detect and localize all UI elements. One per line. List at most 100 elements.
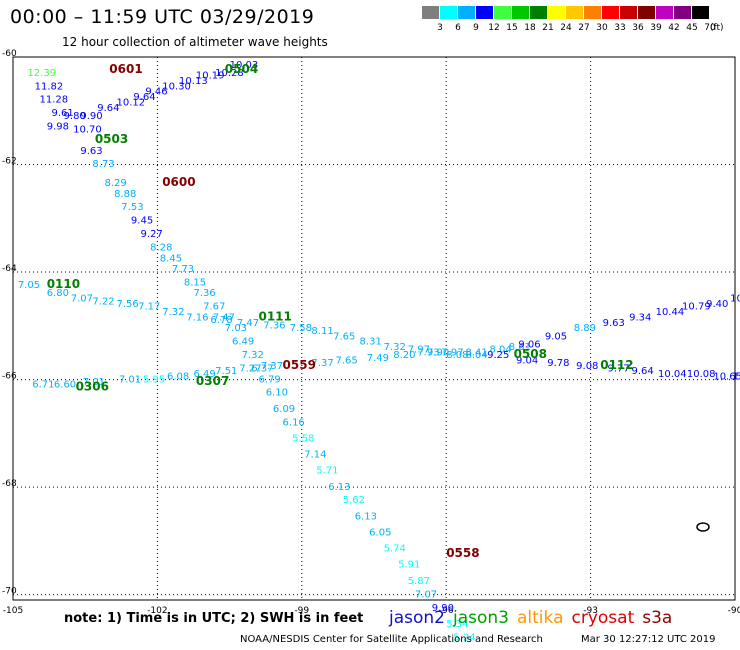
swh-value-label: 8.20 bbox=[393, 350, 415, 361]
swh-value-label: 9.90 bbox=[80, 111, 102, 122]
colorbar-swatch bbox=[494, 6, 511, 19]
swh-value-label: 7.27 bbox=[239, 364, 261, 375]
swh-value-label: 7.07 bbox=[415, 589, 437, 600]
colorbar-swatch bbox=[566, 6, 583, 19]
swh-value-label: 7.73 bbox=[172, 264, 194, 275]
swh-value-label: 7.22 bbox=[92, 296, 114, 307]
swh-value-label: 6.37 bbox=[251, 364, 273, 375]
swh-value-label: 9.05 bbox=[545, 331, 567, 342]
time-label: 0110 bbox=[47, 277, 80, 291]
swh-value-label: 8.31 bbox=[360, 337, 382, 348]
swh-value-label: 9.08 bbox=[576, 361, 598, 372]
colorbar-tick: 33 bbox=[614, 23, 626, 33]
swh-value-label: 7.97 bbox=[408, 345, 430, 356]
swh-value-label: 7.16 bbox=[186, 312, 208, 323]
swh-value-label: 10.30 bbox=[730, 294, 740, 305]
satellite-legend-item: s3a bbox=[642, 608, 673, 628]
colorbar-swatch bbox=[584, 6, 601, 19]
x-tick-label: -93 bbox=[583, 606, 598, 616]
colorbar-swatch bbox=[674, 6, 691, 19]
colorbar-swatch bbox=[620, 6, 637, 19]
colorbar-tick: 24 bbox=[560, 23, 572, 33]
swh-value-label: 6.10 bbox=[266, 388, 288, 399]
swh-value-label: 5.58 bbox=[292, 433, 314, 444]
colorbar-swatch bbox=[656, 6, 673, 19]
swh-value-label: 10.03 bbox=[230, 60, 259, 71]
satellite-legend-item: altika bbox=[517, 608, 564, 628]
ice-contour bbox=[696, 522, 710, 532]
swh-value-label: 8.73 bbox=[92, 159, 114, 170]
colorbar-tick: 30 bbox=[596, 23, 608, 33]
swh-value-label: 7.01 bbox=[83, 377, 105, 388]
swh-value-label: 11.82 bbox=[35, 81, 64, 92]
time-label: 0503 bbox=[95, 132, 128, 146]
colorbar-swatch bbox=[440, 6, 457, 19]
chart-title: 00:00 – 11:59 UTC 03/29/2019 bbox=[10, 6, 315, 28]
time-label: 0558 bbox=[446, 546, 479, 560]
colorbar-swatch bbox=[638, 6, 655, 19]
y-tick-label: -64 bbox=[2, 264, 17, 274]
swh-value-label: 7.36 bbox=[194, 288, 216, 299]
swh-value-label: 7.65 bbox=[333, 331, 355, 342]
x-tick-label: -99 bbox=[294, 606, 309, 616]
colorbar-tick: 39 bbox=[650, 23, 662, 33]
swh-value-label: 8.89 bbox=[574, 323, 596, 334]
time-label: 0508 bbox=[514, 347, 547, 361]
satellite-legend: jason2 jason3 altika cryosat s3a bbox=[389, 608, 680, 628]
colorbar-unit: (ft) bbox=[710, 23, 724, 33]
swh-value-label: 9.25 bbox=[487, 350, 509, 361]
swh-value-label: 7.51 bbox=[215, 366, 237, 377]
swh-value-label: 9.34 bbox=[629, 312, 651, 323]
swh-value-label: 8.88 bbox=[114, 189, 136, 200]
swh-value-label: 9.27 bbox=[141, 229, 163, 240]
swh-value-label: 6.08 bbox=[167, 372, 189, 383]
swh-value-label: 9.61 bbox=[52, 108, 74, 119]
y-tick-label: -60 bbox=[2, 49, 17, 59]
swh-value-label: 10.04 bbox=[658, 369, 687, 380]
swh-value-label: 8.45 bbox=[160, 253, 182, 264]
colorbar-tick: 42 bbox=[668, 23, 680, 33]
swh-value-label: 10.30 bbox=[162, 81, 191, 92]
colorbar-tick: 6 bbox=[455, 23, 461, 33]
y-tick-label: -68 bbox=[2, 479, 17, 489]
credit-line: NOAA/NESDIS Center for Satellite Applica… bbox=[240, 634, 543, 645]
swh-value-label: 7.36 bbox=[263, 321, 285, 332]
swh-value-label: 5.71 bbox=[316, 466, 338, 477]
swh-value-label: 6.13 bbox=[355, 511, 377, 522]
swh-value-label: 7.37 bbox=[261, 361, 283, 372]
swh-value-label: 6.09 bbox=[273, 404, 295, 415]
swh-value-label: 7.32 bbox=[242, 350, 264, 361]
swh-value-label: 10.12 bbox=[116, 97, 145, 108]
swh-value-label: 7.56 bbox=[116, 299, 138, 310]
colorbar-tick: 21 bbox=[542, 23, 554, 33]
swh-value-label: 6.16 bbox=[283, 417, 305, 428]
colorbar-tick: 3 bbox=[437, 23, 443, 33]
colorbar-swatch bbox=[692, 6, 709, 19]
swh-value-label: 8.04 bbox=[490, 345, 512, 356]
time-label: 0504 bbox=[225, 62, 258, 76]
colorbar-swatch bbox=[458, 6, 475, 19]
colorbar-swatch bbox=[548, 6, 565, 19]
swh-value-label: 10.08 bbox=[687, 369, 716, 380]
swh-value-label: 10.44 bbox=[656, 307, 685, 318]
swh-value-label: 9.63 bbox=[80, 146, 102, 157]
swh-value-label: 7.03 bbox=[225, 323, 247, 334]
swh-value-label: 10.13 bbox=[179, 76, 208, 87]
satellite-legend-item: jason2 bbox=[389, 608, 445, 628]
satellite-legend-item: jason3 bbox=[453, 608, 509, 628]
colorbar-tick: 12 bbox=[488, 23, 500, 33]
swh-value-label: 7.49 bbox=[367, 353, 389, 364]
swh-value-label: 5.24 bbox=[453, 632, 475, 643]
time-label: 0600 bbox=[162, 175, 195, 189]
swh-value-label: 9.64 bbox=[133, 92, 155, 103]
x-tick-label: -105 bbox=[3, 606, 23, 616]
colorbar-swatch bbox=[476, 6, 493, 19]
swh-value-label: 9.63 bbox=[603, 318, 625, 329]
swh-value-label: 7.53 bbox=[121, 202, 143, 213]
swh-value-label: 5.34 bbox=[446, 619, 468, 630]
colorbar-swatch bbox=[530, 6, 547, 19]
time-label: 0306 bbox=[76, 379, 109, 393]
swh-value-label: 10.19 bbox=[196, 71, 225, 82]
